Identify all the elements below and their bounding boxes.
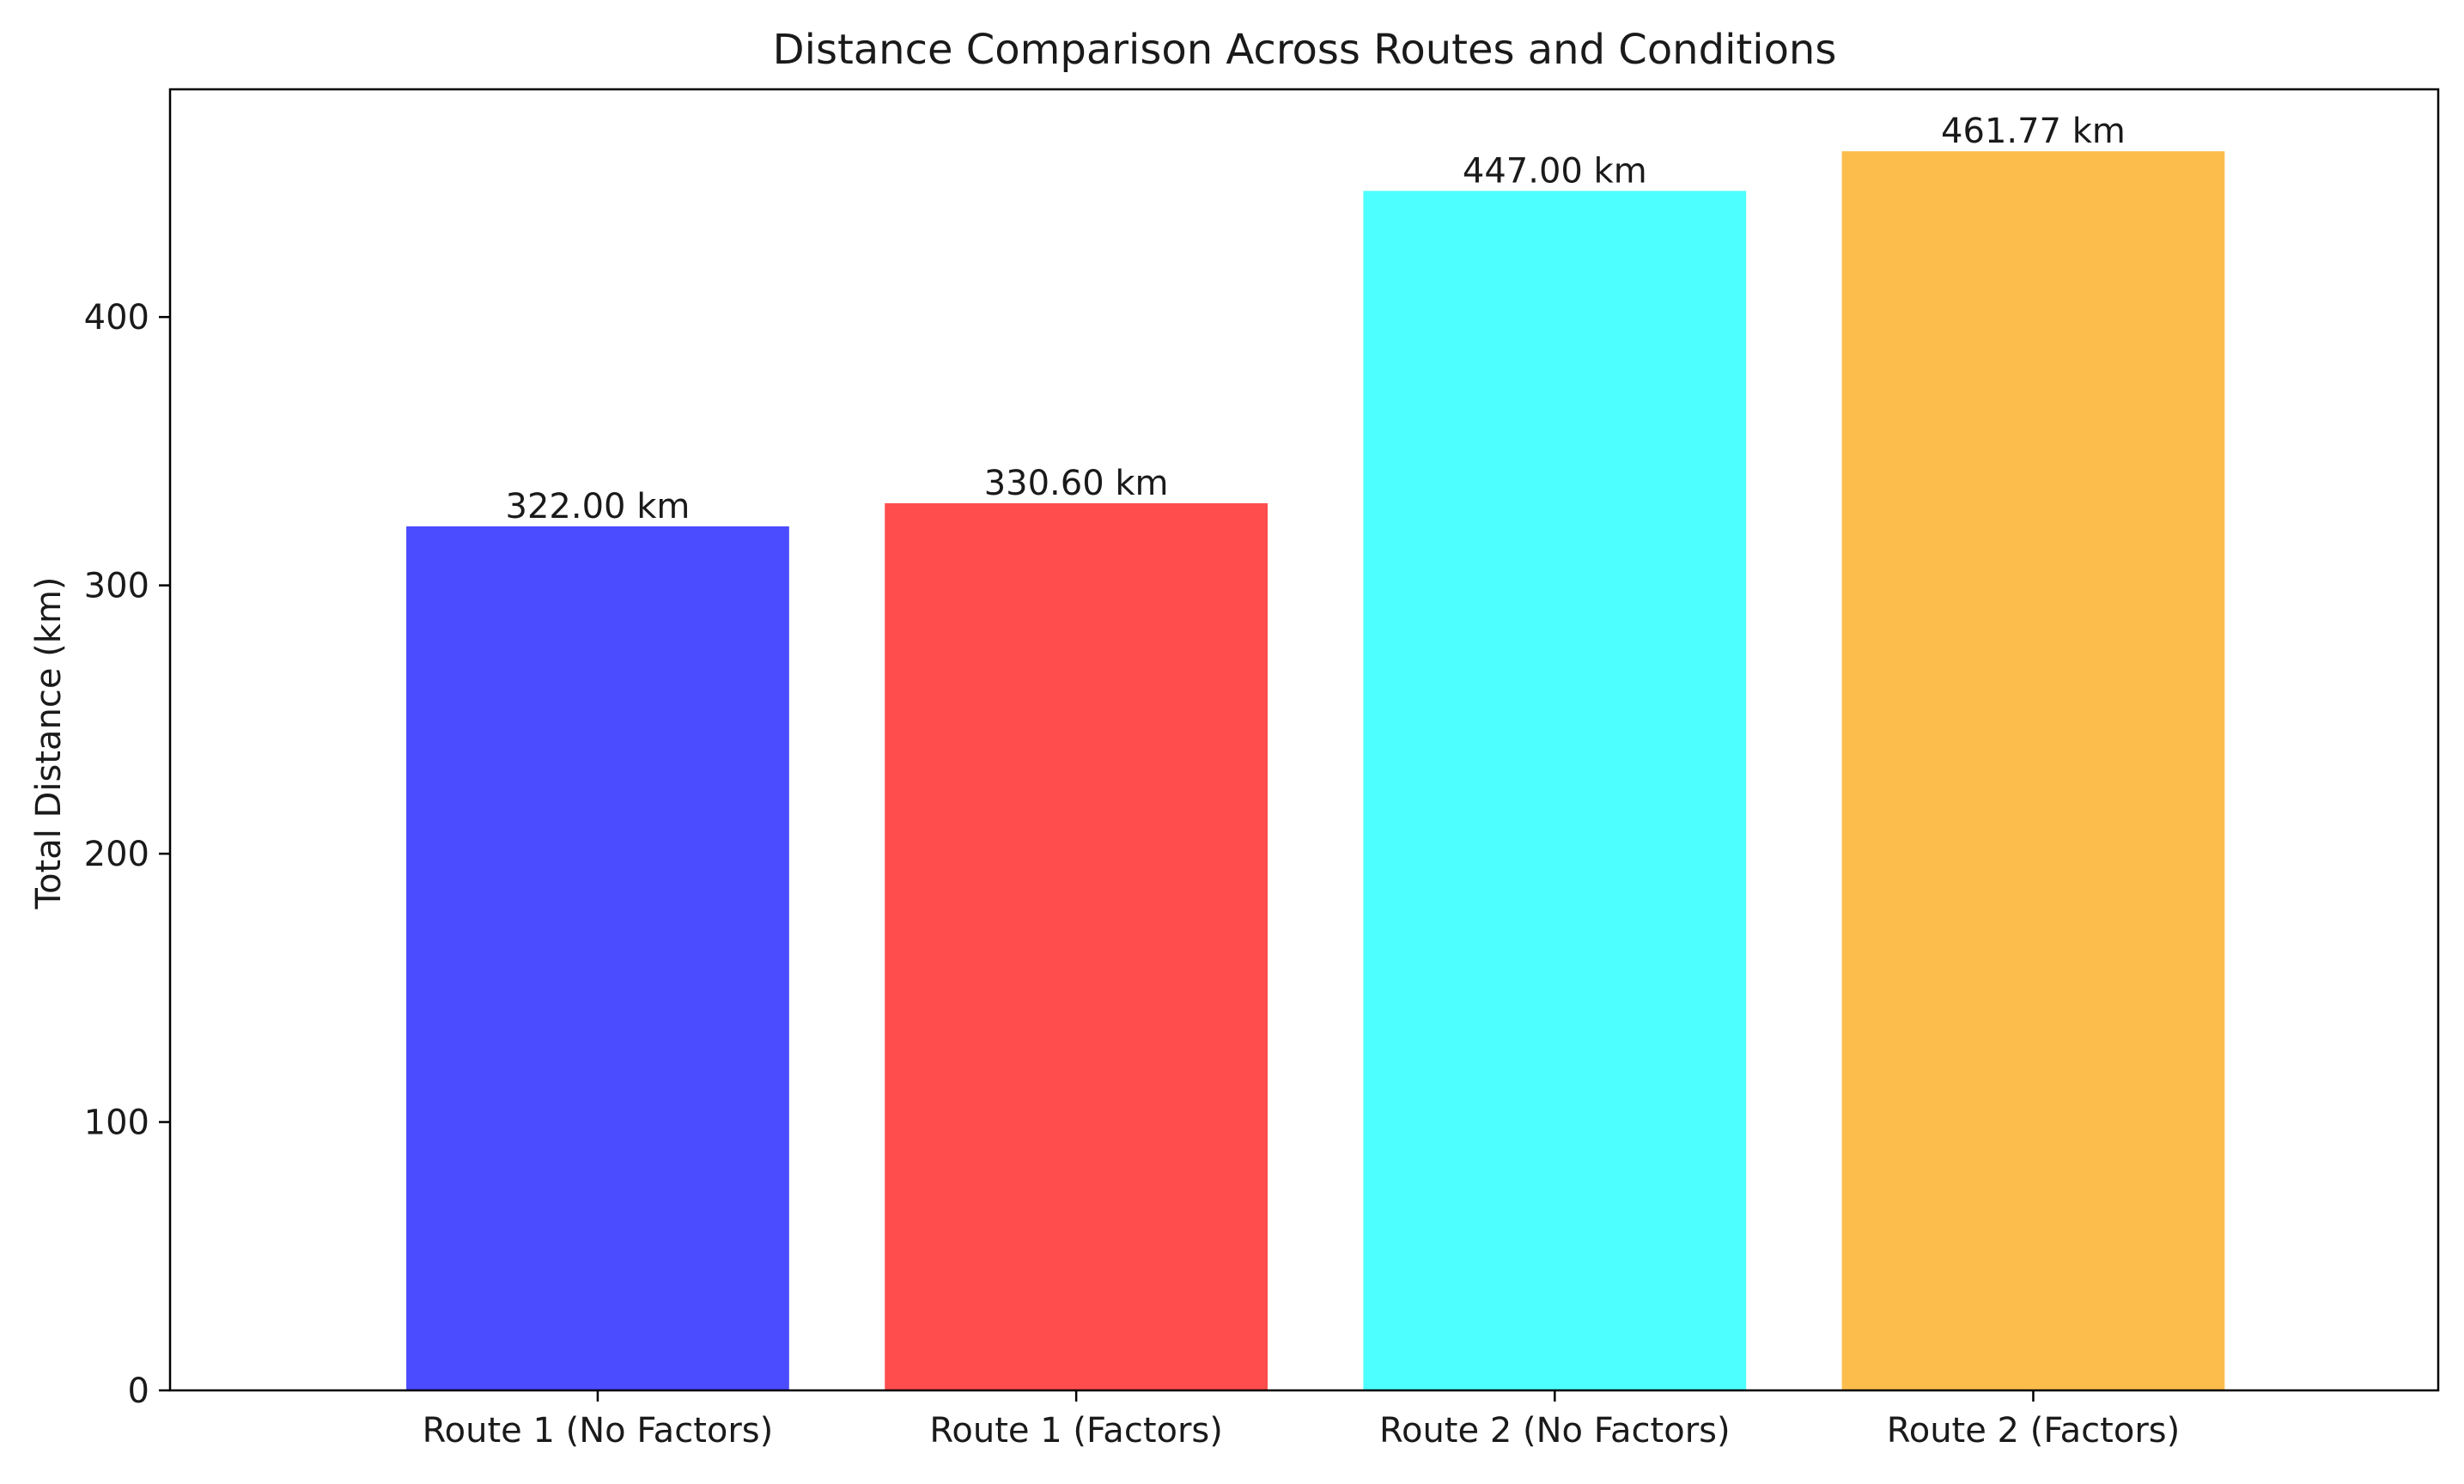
y-tick-label: 100 [84, 1104, 149, 1143]
y-axis-ticks: 0 100 200 300 400 [84, 298, 170, 1411]
y-tick-label: 0 [128, 1371, 149, 1411]
plot-area-frame [168, 88, 2440, 1392]
bar [1841, 151, 2225, 1390]
bar [1363, 191, 1747, 1390]
y-tick-label: 200 [84, 835, 149, 874]
y-tick-label: 400 [84, 298, 149, 338]
bar-value-label: 447.00 km [1463, 151, 1647, 191]
chart-title: Distance Comparison Across Routes and Co… [773, 26, 1837, 74]
x-tick-label: Route 2 (No Factors) [1379, 1411, 1731, 1451]
y-tick-label: 300 [84, 567, 149, 606]
bar [885, 503, 1268, 1390]
x-tick-label: Route 1 (No Factors) [423, 1411, 774, 1451]
value-labels-layer: 322.00 km 330.60 km 447.00 km 461.77 km [506, 112, 2126, 526]
x-tick-label: Route 1 (Factors) [929, 1411, 1222, 1451]
bar-value-label: 461.77 km [1941, 112, 2126, 151]
bar [406, 526, 789, 1390]
bar-value-label: 330.60 km [984, 464, 1169, 503]
bars-layer [406, 151, 2225, 1390]
x-axis-ticks: Route 1 (No Factors) Route 1 (Factors) Rou… [423, 1390, 2180, 1451]
x-tick-label: Route 2 (Factors) [1887, 1411, 2180, 1451]
bar-value-label: 322.00 km [506, 487, 691, 526]
y-axis-label: Total Distance (km) [29, 576, 69, 909]
